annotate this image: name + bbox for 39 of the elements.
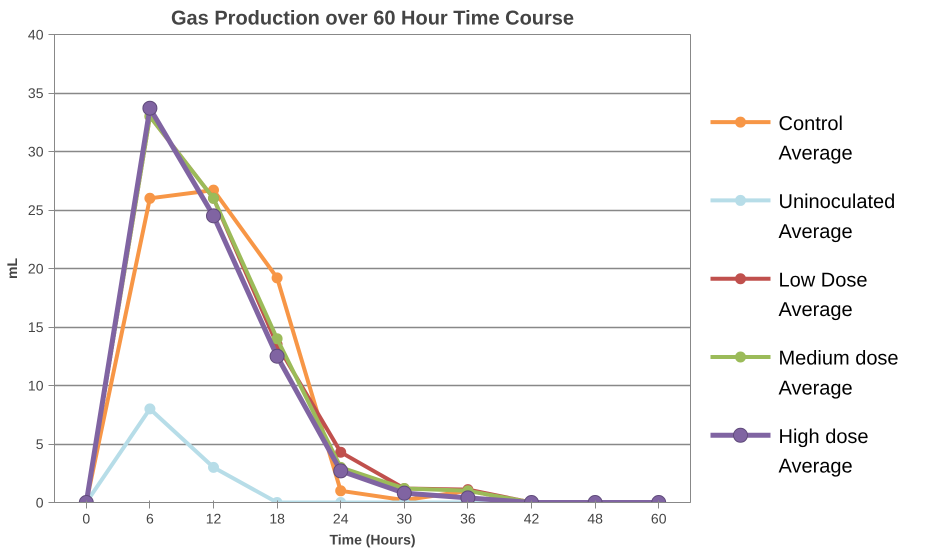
x-axis-title: Time (Hours): [329, 532, 416, 548]
y-tick-label: 35: [28, 85, 44, 101]
point: [144, 192, 156, 204]
y-tick-label: 0: [36, 494, 44, 510]
legend-label: High dose Average: [778, 426, 869, 478]
point: [208, 462, 219, 473]
point: [144, 403, 156, 414]
y-axis-title: mL: [4, 258, 20, 279]
x-tick-label: 6: [146, 510, 154, 526]
chart-title: Gas Production over 60 Hour Time Course: [170, 8, 574, 30]
y-tick-label: 10: [28, 378, 44, 394]
y-tick-label: 5: [36, 436, 44, 452]
x-tick-label: 60: [650, 510, 667, 526]
legend-label: Low Dose Average: [778, 269, 868, 322]
legend-label: Control Average: [778, 112, 853, 164]
x-tick-label: 30: [396, 510, 412, 526]
x-tick-label: 42: [524, 510, 540, 526]
x-tick-label: 18: [269, 510, 286, 526]
point: [272, 333, 283, 344]
point: [206, 208, 221, 224]
y-tick-label: 30: [28, 144, 44, 160]
x-tick-label: 48: [587, 510, 604, 526]
x-tick-label: 12: [206, 510, 222, 526]
point: [396, 486, 412, 501]
legend-label: Medium dose Average: [778, 348, 899, 400]
y-tick-label: 15: [28, 319, 44, 335]
y-tick-label: 20: [28, 260, 44, 276]
point: [270, 348, 285, 364]
y-tick-label: 25: [28, 202, 44, 218]
point: [142, 100, 158, 116]
point: [335, 446, 346, 458]
y-tick-label: 40: [28, 26, 44, 42]
x-tick-label: 0: [82, 510, 90, 526]
point: [335, 485, 346, 496]
x-tick-label: 24: [332, 510, 349, 526]
point: [333, 463, 348, 478]
legend-label: Uninoculated Average: [778, 191, 896, 243]
x-tick-label: 36: [460, 510, 476, 526]
point: [272, 272, 283, 284]
